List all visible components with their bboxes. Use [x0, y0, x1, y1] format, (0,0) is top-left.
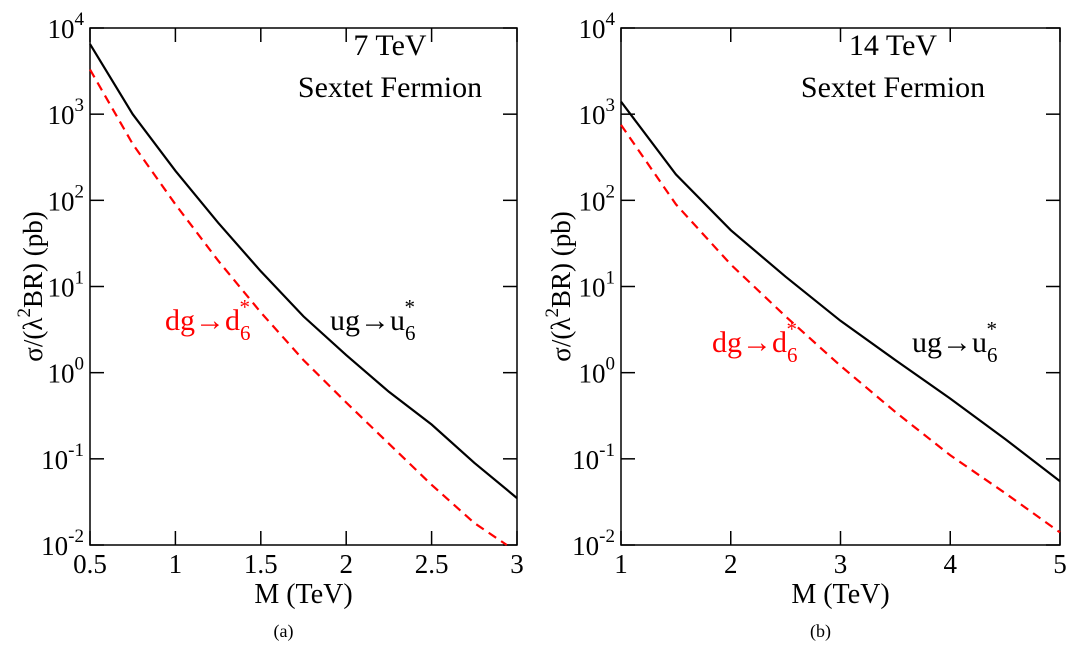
annotation-text: ug→u — [330, 304, 405, 337]
series-line — [620, 100, 1061, 483]
y-tick-exponent: -1 — [599, 440, 615, 461]
y-tick-label: 10-1 — [572, 440, 615, 475]
y-tick-base: 10 — [48, 273, 75, 303]
y-tick-base: 10 — [579, 273, 606, 303]
series-line — [89, 43, 518, 499]
x-tick-label: 5 — [1053, 549, 1066, 579]
annotation: ug→u6* — [912, 317, 998, 367]
y-tick-base: 10 — [572, 445, 599, 475]
y-tick-label: 102 — [579, 181, 616, 216]
y-tick-label: 100 — [579, 354, 616, 389]
annotation-superscript: * — [987, 317, 998, 341]
annotation-text: dg→d — [165, 304, 240, 337]
annotation: dg→d6* — [165, 295, 251, 345]
y-tick-base: 10 — [48, 14, 75, 44]
x-tick-label: 0.5 — [73, 549, 107, 579]
annotation-text: ug→u — [912, 326, 987, 359]
annotation: ug→u6* — [330, 295, 416, 345]
y-tick-base: 10 — [579, 14, 606, 44]
y-tick-label: 10-2 — [572, 526, 615, 561]
annotation-text: 14 TeV — [849, 29, 938, 62]
y-label-sup: 2 — [542, 308, 563, 318]
y-tick-exponent: 0 — [606, 354, 616, 375]
y-axis-label: σ/(λ2BR) (pb) — [14, 211, 48, 361]
y-axis-label: σ/(λ2BR) (pb) — [542, 211, 576, 361]
y-tick-exponent: 0 — [75, 354, 85, 375]
plot-frame — [620, 27, 1061, 546]
y-tick-exponent: 4 — [606, 9, 616, 30]
x-tick-label: 1 — [169, 549, 183, 579]
y-tick-exponent: -2 — [599, 526, 615, 547]
y-tick-exponent: -1 — [68, 440, 84, 461]
y-tick-label: 101 — [579, 268, 616, 303]
y-tick-base: 10 — [579, 186, 606, 216]
y-tick-exponent: -2 — [68, 526, 84, 547]
annotation-text: Sextet Fermion — [298, 71, 482, 104]
annotation-subscript: 6 — [787, 343, 798, 367]
x-tick-label: 4 — [944, 549, 958, 579]
y-tick-exponent: 1 — [75, 268, 85, 289]
x-tick-label: 1 — [614, 549, 628, 579]
y-tick-base: 10 — [48, 359, 75, 389]
y-tick-label: 104 — [579, 9, 616, 44]
x-tick-label: 1.5 — [244, 549, 278, 579]
y-tick-label: 104 — [48, 9, 85, 44]
x-tick-label: 3 — [834, 549, 848, 579]
y-tick-label: 10-1 — [41, 440, 84, 475]
series-line — [89, 68, 508, 546]
series-line — [620, 124, 1061, 534]
x-tick-label: 2 — [339, 549, 353, 579]
annotation-subscript: 6 — [405, 321, 416, 345]
annotation: Sextet Fermion — [801, 71, 985, 104]
y-tick-base: 10 — [579, 100, 606, 130]
annotation-text: Sextet Fermion — [801, 71, 985, 104]
y-label-sup: 2 — [14, 308, 35, 318]
y-tick-base: 10 — [48, 100, 75, 130]
x-tick-label: 3 — [510, 549, 524, 579]
y-tick-exponent: 4 — [75, 9, 85, 30]
annotation-text: 7 TeV — [353, 29, 427, 62]
y-tick-base: 10 — [41, 531, 68, 561]
caption: (a) — [274, 621, 294, 642]
x-axis-label: M (TeV) — [254, 579, 352, 610]
y-tick-base: 10 — [41, 445, 68, 475]
y-tick-label: 102 — [48, 181, 85, 216]
annotation-subscript: 6 — [240, 321, 251, 345]
annotation: dg→d6* — [712, 317, 798, 367]
y-label-part: BR) (pb) — [546, 211, 576, 308]
y-label-part: BR) (pb) — [18, 211, 48, 308]
y-tick-label: 103 — [48, 95, 85, 130]
y-tick-exponent: 3 — [606, 95, 616, 116]
annotation-superscript: * — [405, 295, 416, 319]
caption: (b) — [810, 621, 831, 642]
annotation: 7 TeV — [353, 29, 427, 62]
y-tick-label: 10-2 — [41, 526, 84, 561]
annotation: Sextet Fermion — [298, 71, 482, 104]
y-tick-exponent: 2 — [606, 181, 616, 202]
y-tick-label: 103 — [579, 95, 616, 130]
y-tick-label: 101 — [48, 268, 85, 303]
annotation-text: dg→d — [712, 326, 787, 359]
y-tick-exponent: 2 — [75, 181, 85, 202]
y-tick-exponent: 3 — [75, 95, 85, 116]
y-tick-exponent: 1 — [606, 268, 616, 289]
y-tick-base: 10 — [579, 359, 606, 389]
y-tick-label: 100 — [48, 354, 85, 389]
annotation-superscript: * — [787, 317, 798, 341]
x-axis-label: M (TeV) — [791, 579, 889, 610]
y-label-part: σ/(λ — [546, 318, 576, 362]
annotation-superscript: * — [240, 295, 251, 319]
annotation-subscript: 6 — [987, 343, 998, 367]
annotation: 14 TeV — [849, 29, 938, 62]
plot-frame — [89, 27, 518, 546]
x-tick-label: 2.5 — [415, 549, 449, 579]
y-tick-base: 10 — [48, 186, 75, 216]
x-tick-label: 2 — [724, 549, 738, 579]
y-label-part: σ/(λ — [18, 318, 48, 362]
y-tick-base: 10 — [572, 531, 599, 561]
